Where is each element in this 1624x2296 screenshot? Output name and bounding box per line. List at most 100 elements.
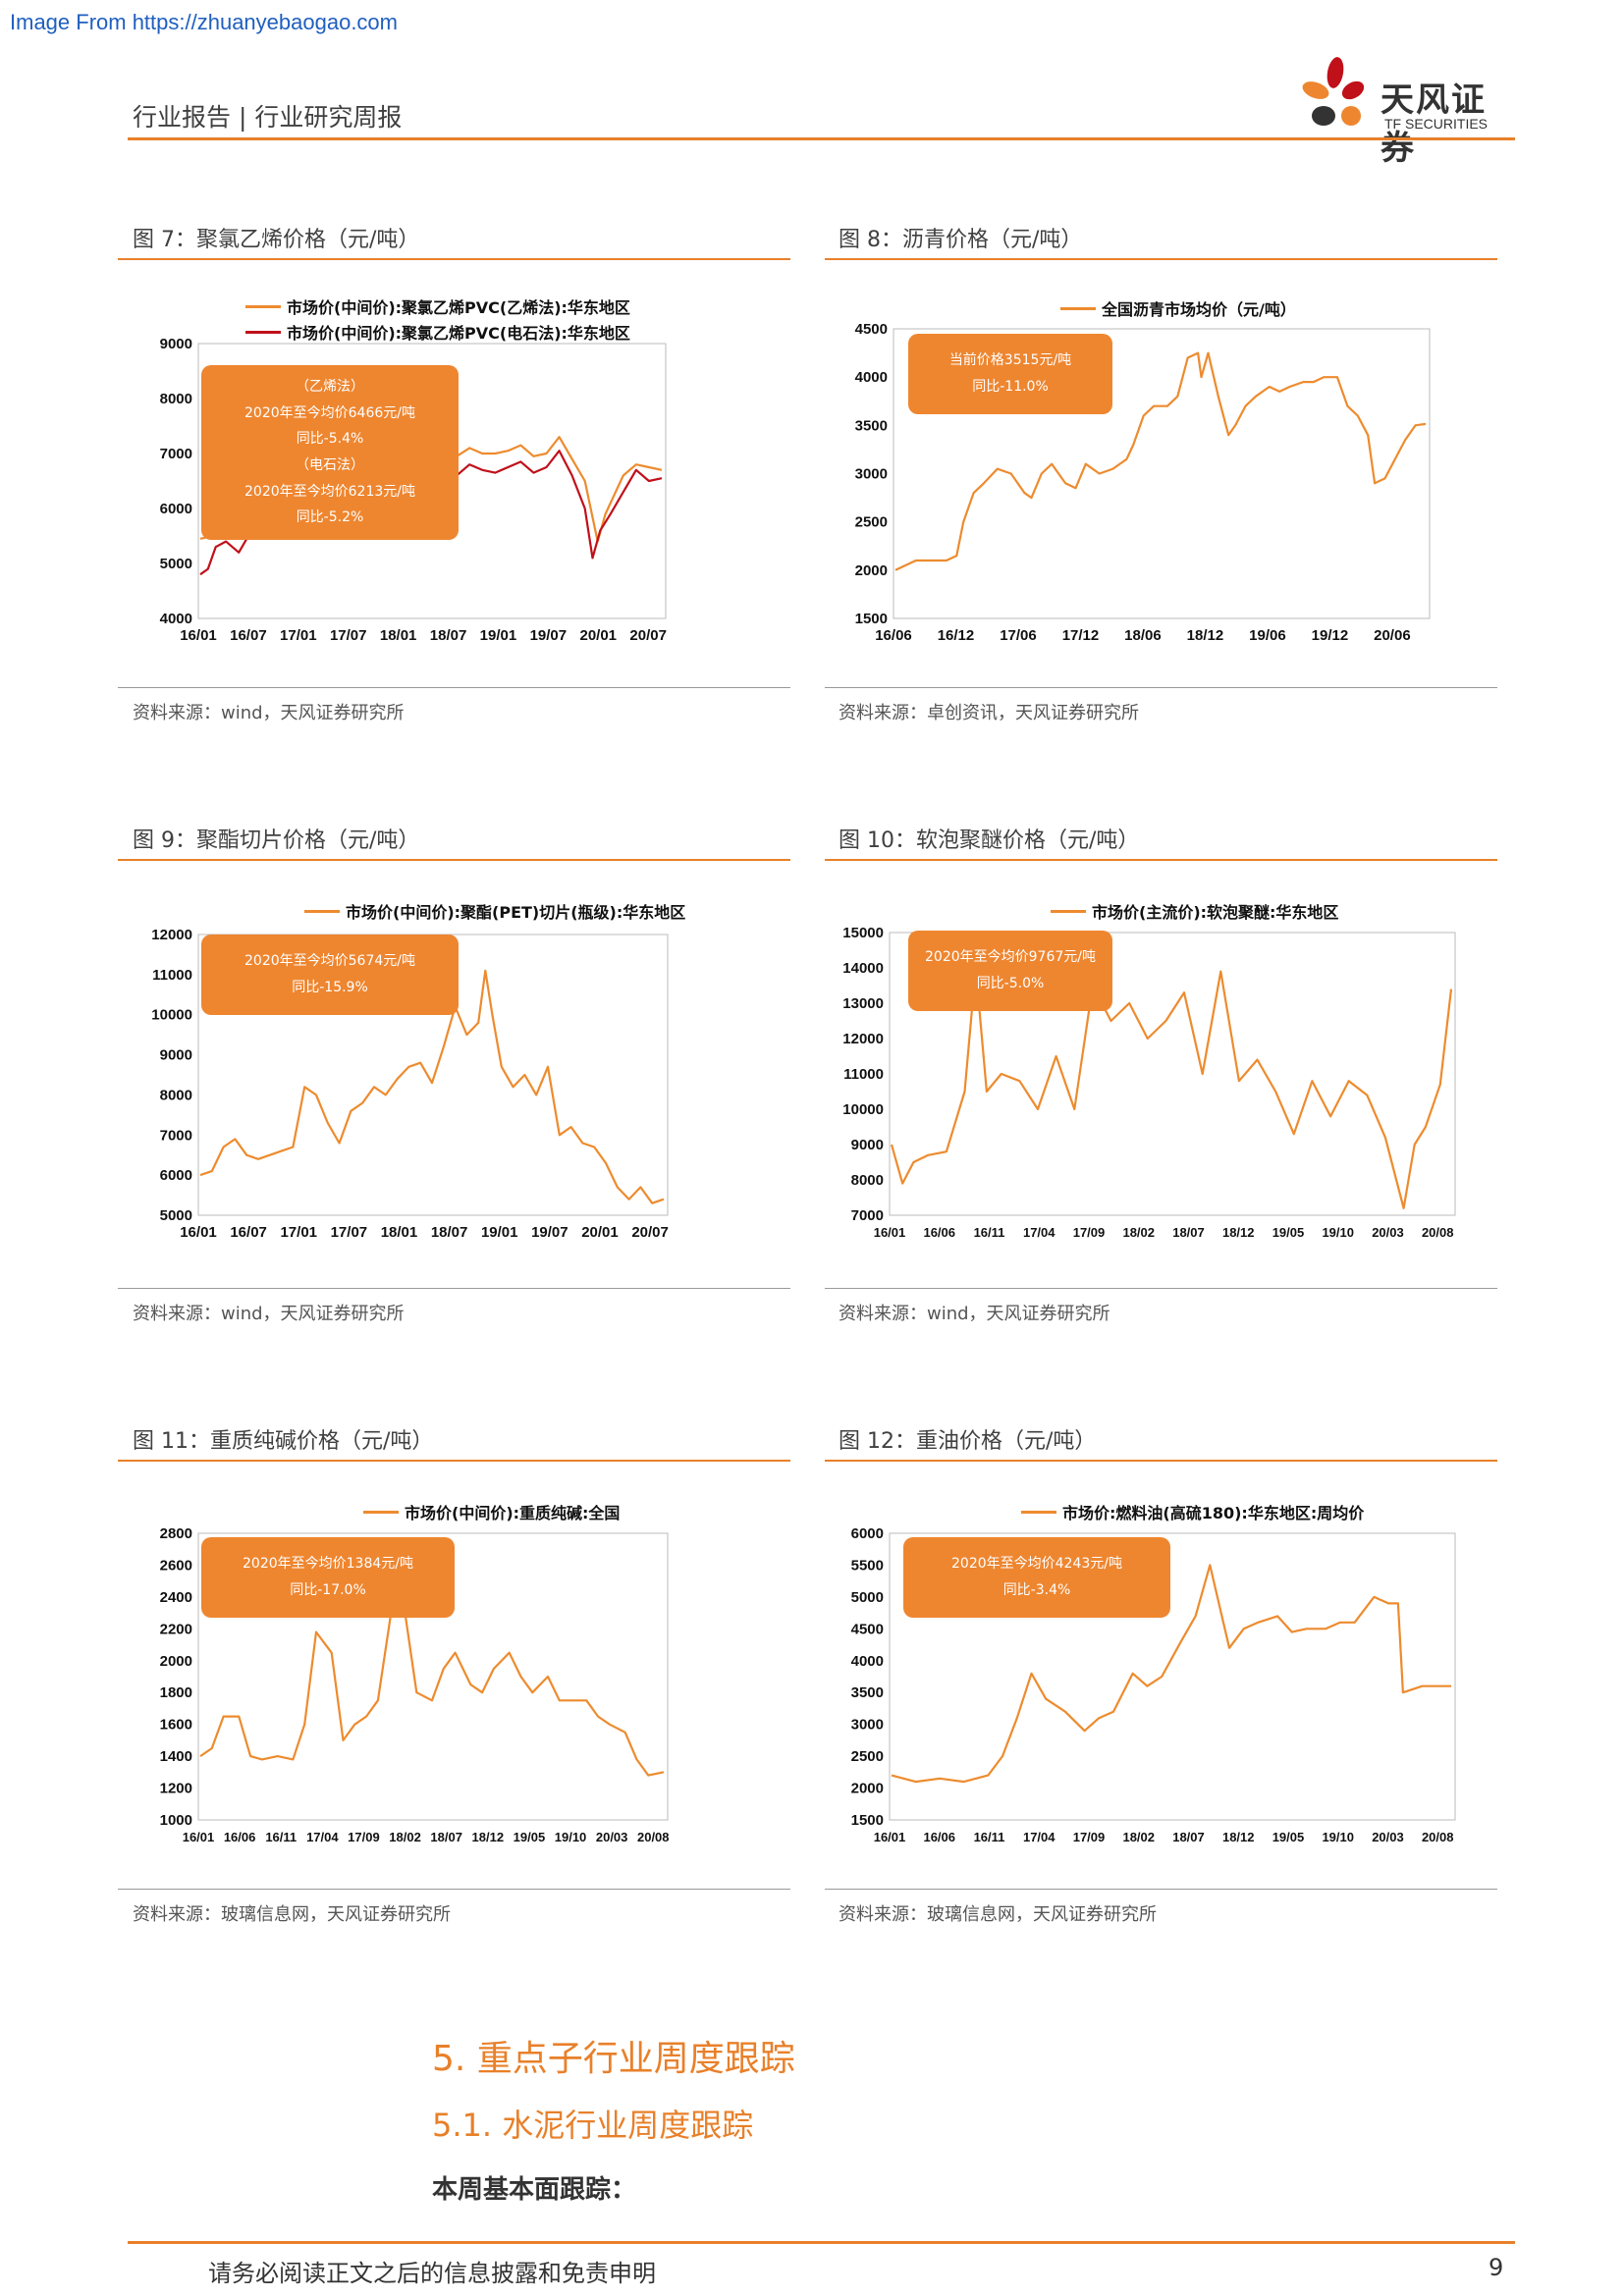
x-tick-label: 17/09 [1073,1225,1106,1240]
logo-cn-text: 天风证券 [1380,80,1487,168]
x-tick-label: 18/01 [381,1224,418,1241]
y-tick-label: 11000 [843,1066,884,1083]
figure-11-source: 资料来源：玻璃信息网，天风证券研究所 [133,1904,451,1925]
x-tick-label: 17/09 [348,1830,380,1844]
y-tick-label: 1200 [160,1781,192,1797]
chart-svg: 2800 2600 2400 2200 2000 1800 1600 1400 1200 1000… [160,1525,670,1844]
figure-12-chart: 6000 5500 5000 4500 4000 3500 3000 2500 2000 1500… [825,1486,1497,1869]
section-subheading: 5.1. 水泥行业周度跟踪 [432,2107,754,2144]
figure-9-source: 资料来源：wind，天风证券研究所 [133,1304,405,1324]
legend-item: 市场价(中间价):重质纯碱:全国 [363,1500,620,1523]
x-tick-label: 17/12 [1062,627,1100,644]
series-line [199,1595,665,1777]
x-tick-label: 20/03 [1372,1225,1404,1240]
y-tick-label: 2000 [851,1781,884,1797]
x-tick-label: 18/12 [472,1830,505,1844]
figure-9-chart: 12000 11000 10000 9000 8000 7000 6000 5000 16/01… [118,885,790,1268]
figure-8-chart: 4500 4000 3500 3000 2500 2000 1500 16/06 16/12 17… [825,285,1497,667]
plot-frame [889,1532,1456,1821]
figure-7-bottom-line [118,687,790,688]
x-tick-label: 19/05 [1272,1830,1305,1844]
x-tick-label: 16/06 [923,1225,955,1240]
x-tick-label: 18/07 [1172,1830,1205,1844]
x-tick-label: 20/08 [1422,1830,1454,1844]
petal-logo-icon [1302,57,1365,126]
x-tick-label: 20/01 [581,1224,619,1241]
y-tick-label: 4000 [160,611,192,627]
series-line [891,1564,1451,1784]
x-tick-label: 16/01 [183,1830,215,1844]
x-tick-label: 18/07 [430,1830,462,1844]
company-logo: 天风证券 TF SECURITIES [1294,51,1520,168]
figure-10-source: 资料来源：wind，天风证券研究所 [839,1304,1110,1324]
figure-12-callout: 2020年至今均价4243元/吨 同比-3.4% [903,1537,1170,1618]
x-tick-label: 17/07 [331,1224,368,1241]
figure-7-top-line [118,258,790,260]
page-number: 9 [1489,2254,1504,2281]
y-tick-label: 5000 [160,556,192,572]
x-tick-label: 18/02 [1122,1830,1155,1844]
y-tick-label: 2500 [855,514,888,531]
x-tick-label: 16/07 [230,627,267,644]
figure-8-callout: 当前价格3515元/吨 同比-11.0% [908,334,1112,414]
y-tick-label: 4500 [851,1621,884,1637]
y-tick-label: 2500 [851,1748,884,1765]
x-tick-label: 16/01 [180,627,217,644]
y-tick-label: 6000 [160,501,192,517]
x-tick-label: 19/05 [1272,1225,1305,1240]
y-tick-label: 1000 [160,1812,192,1829]
plot-frame [197,343,667,619]
figure-11-title: 图 11：重质纯碱价格（元/吨） [133,1429,434,1454]
figure-10-bottom-line [825,1288,1497,1289]
y-tick-label: 2000 [160,1653,192,1670]
header-divider [128,137,1515,140]
x-tick-label: 16/06 [923,1830,955,1844]
x-tick-label: 20/01 [579,627,617,644]
x-tick-label: 20/07 [629,627,667,644]
x-tick-label: 16/01 [874,1830,906,1844]
y-tick-label: 4500 [855,321,888,338]
y-tick-label: 1400 [160,1748,192,1765]
header-title: 行业报告 | 行业研究周报 [133,103,403,132]
legend-item: 市场价:燃料油(高硫180):华东地区:周均价 [1021,1500,1364,1523]
y-tick-label: 9000 [160,336,192,352]
legend-item: 全国沥青市场均价（元/吨） [1060,296,1296,320]
y-tick-label: 1500 [851,1812,884,1829]
chart-svg: 12000 11000 10000 9000 8000 7000 6000 500016/01… [151,927,669,1241]
y-tick-label: 2200 [160,1621,192,1637]
y-tick-label: 11000 [152,967,192,984]
x-tick-label: 16/06 [224,1830,256,1844]
figure-10-chart: 15000 14000 13000 12000 11000 10000 9000 8000 70… [825,885,1497,1268]
y-tick-label: 2400 [160,1589,192,1606]
y-tick-label: 7000 [851,1207,884,1224]
figure-8-top-line [825,258,1497,260]
y-tick-label: 5000 [851,1589,884,1606]
y-tick-label: 1600 [160,1717,192,1734]
x-tick-label: 18/12 [1187,627,1224,644]
x-tick-label: 16/07 [230,1224,267,1241]
figure-12-title: 图 12：重油价格（元/吨） [839,1429,1097,1454]
logo-en-text: TF SECURITIES [1384,116,1489,132]
x-tick-label: 17/01 [280,1224,317,1241]
y-tick-label: 9000 [160,1047,192,1064]
watermark[interactable]: Image From https://zhuanyebaogao.com [10,10,398,34]
figure-12-bottom-line [825,1889,1497,1890]
y-tick-label: 3000 [855,466,888,483]
y-tick-label: 13000 [842,995,884,1012]
x-tick-label: 17/09 [1073,1830,1106,1844]
footer-divider [128,2241,1515,2244]
x-tick-label: 20/08 [637,1830,670,1844]
x-tick-label: 16/12 [938,627,975,644]
y-tick-label: 8000 [160,391,192,407]
y-tick-label: 8000 [851,1172,884,1189]
x-tick-label: 20/08 [1422,1225,1454,1240]
x-tick-label: 18/07 [431,1224,468,1241]
x-tick-label: 17/07 [330,627,367,644]
y-tick-label: 10000 [151,1007,192,1024]
x-tick-label: 16/11 [974,1830,1005,1844]
x-tick-label: 19/01 [480,627,517,644]
figure-11-top-line [118,1460,790,1462]
x-tick-label: 18/02 [389,1830,421,1844]
